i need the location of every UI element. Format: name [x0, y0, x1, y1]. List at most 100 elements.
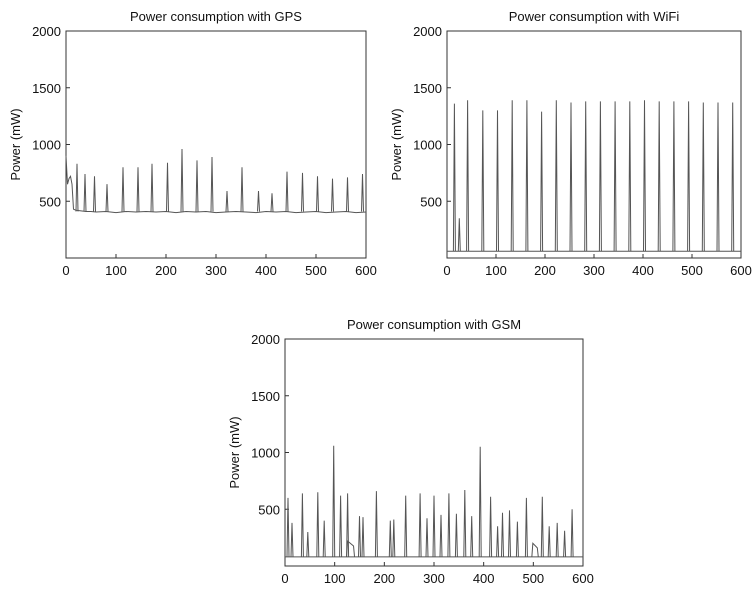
spike-point: [392, 519, 396, 557]
x-tick-label: 100: [105, 263, 127, 278]
spike-point: [332, 445, 336, 557]
spike-point: [93, 176, 96, 212]
x-tick-label: 600: [572, 571, 594, 586]
spike-point: [463, 489, 467, 557]
spike-point: [105, 184, 109, 212]
y-axis-label: Power (mW): [8, 108, 23, 180]
x-tick-label: 0: [62, 263, 69, 278]
x-tick-label: 300: [583, 263, 605, 278]
spike-point: [510, 100, 514, 252]
x-tick-label: 200: [534, 263, 556, 278]
spike-point: [496, 526, 500, 557]
spike-point: [374, 491, 378, 557]
spike-point: [454, 513, 458, 557]
y-tick-label: 1500: [251, 389, 280, 404]
spike-point: [687, 101, 691, 252]
spike-point: [306, 531, 310, 557]
spike-point: [388, 520, 392, 557]
spike-point: [339, 495, 343, 557]
spike-point: [285, 171, 289, 212]
spike-point: [240, 167, 244, 212]
chart-title: Power consumption with GPS: [130, 9, 302, 24]
x-tick-label: 600: [730, 263, 752, 278]
y-tick-label: 500: [39, 194, 61, 209]
spike-point: [657, 101, 661, 252]
spike-point: [270, 193, 274, 212]
spike-point: [628, 101, 632, 252]
plot-frame: [446, 30, 742, 259]
x-tick-label: 200: [373, 571, 395, 586]
chart-title: Power consumption with WiFi: [509, 9, 680, 24]
spike-point: [346, 177, 349, 212]
chart-2: Power consumption with WiFi Power (mW) 0 10…: [389, 9, 752, 278]
spike-point: [731, 102, 735, 252]
spike-point: [121, 167, 125, 212]
spike-point: [584, 101, 588, 252]
chart-1: Power consumption with GPS Power (mW) 0 100…: [8, 9, 377, 278]
spike-point: [316, 176, 319, 212]
spike-point: [613, 101, 617, 252]
spike-point: [432, 495, 436, 557]
x-tick-label: 500: [522, 571, 544, 586]
spike-point: [166, 162, 169, 212]
x-tick-label: 400: [473, 571, 495, 586]
spike-point: [439, 514, 443, 557]
y-tick-label: 1500: [413, 81, 442, 96]
series-line: [65, 155, 367, 214]
y-tick-label: 500: [420, 194, 442, 209]
x-tick-label: 400: [255, 263, 277, 278]
plot-frame: [284, 338, 584, 567]
spike-point: [716, 102, 720, 252]
spike-point: [225, 190, 229, 212]
y-tick-label: 1000: [32, 138, 61, 153]
x-tick-label: 0: [281, 571, 288, 586]
spike-point: [136, 167, 140, 212]
spike-point: [301, 172, 304, 212]
spike-point: [672, 101, 676, 252]
chart-3: Power consumption with GSM Power (mW) 0 100…: [227, 317, 594, 586]
y-tick-label: 2000: [413, 24, 442, 39]
spike-point: [563, 530, 567, 557]
spike-point: [525, 100, 529, 252]
y-tick-label: 1500: [32, 81, 61, 96]
spike-point: [701, 102, 705, 252]
spike-point: [150, 163, 154, 212]
x-tick-label: 600: [355, 263, 377, 278]
spike-point: [404, 495, 408, 557]
spike-point: [555, 522, 559, 557]
series-bump: [346, 540, 356, 557]
spike-point: [570, 509, 574, 557]
spike-point: [643, 100, 646, 252]
series-bump: [531, 542, 539, 557]
spike-point: [508, 510, 511, 557]
x-tick-label: 300: [205, 263, 227, 278]
spike-point: [322, 520, 326, 557]
spike-point: [290, 522, 294, 557]
spike-point: [598, 101, 602, 252]
spike-point: [300, 493, 304, 557]
spike-point: [180, 148, 184, 212]
y-axis-label: Power (mW): [389, 108, 404, 180]
x-tick-label: 100: [485, 263, 507, 278]
spike-point: [361, 173, 364, 212]
plot-frame: [65, 30, 367, 259]
spike-point: [515, 521, 519, 557]
spike-point: [457, 218, 461, 252]
spike-point: [524, 497, 528, 557]
spike-point: [83, 173, 87, 212]
x-tick-label: 300: [423, 571, 445, 586]
y-tick-label: 500: [258, 502, 280, 517]
spike-point: [569, 102, 573, 252]
spike-point: [418, 493, 422, 557]
y-tick-label: 1000: [251, 446, 280, 461]
spike-point: [540, 111, 544, 252]
spike-point: [554, 100, 558, 252]
spike-point: [316, 492, 320, 557]
spike-point: [425, 518, 429, 557]
spike-point: [210, 156, 214, 212]
x-tick-label: 200: [155, 263, 177, 278]
x-tick-label: 500: [305, 263, 327, 278]
spike-point: [478, 446, 482, 557]
spike-point: [496, 110, 499, 252]
spike-point: [452, 103, 456, 252]
